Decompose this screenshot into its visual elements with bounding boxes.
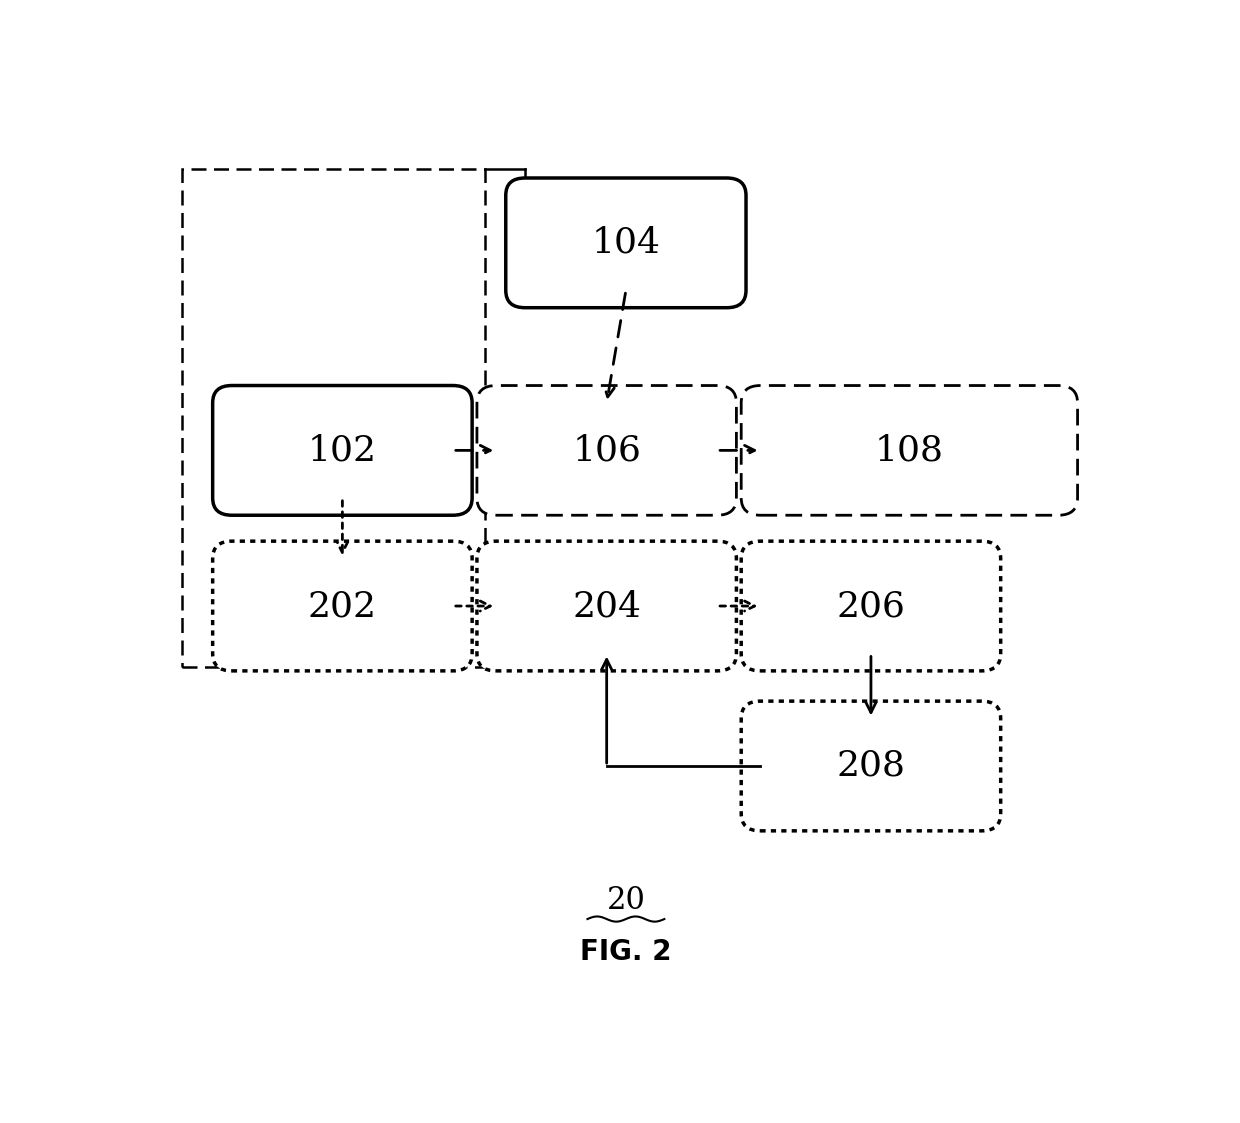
Text: 206: 206 <box>837 590 905 623</box>
Text: FIG. 2: FIG. 2 <box>580 938 672 966</box>
Text: 104: 104 <box>591 226 661 259</box>
Text: 102: 102 <box>308 433 377 467</box>
Text: 202: 202 <box>308 590 377 623</box>
FancyBboxPatch shape <box>506 177 746 308</box>
Text: 106: 106 <box>572 433 641 467</box>
FancyBboxPatch shape <box>213 385 472 515</box>
FancyBboxPatch shape <box>742 701 1001 831</box>
FancyBboxPatch shape <box>477 541 737 670</box>
Text: 20: 20 <box>606 885 645 915</box>
FancyBboxPatch shape <box>213 541 472 670</box>
Text: 108: 108 <box>875 433 944 467</box>
FancyBboxPatch shape <box>742 541 1001 670</box>
Text: 208: 208 <box>837 749 905 783</box>
FancyBboxPatch shape <box>477 385 737 515</box>
FancyBboxPatch shape <box>742 385 1078 515</box>
Text: 204: 204 <box>572 590 641 623</box>
